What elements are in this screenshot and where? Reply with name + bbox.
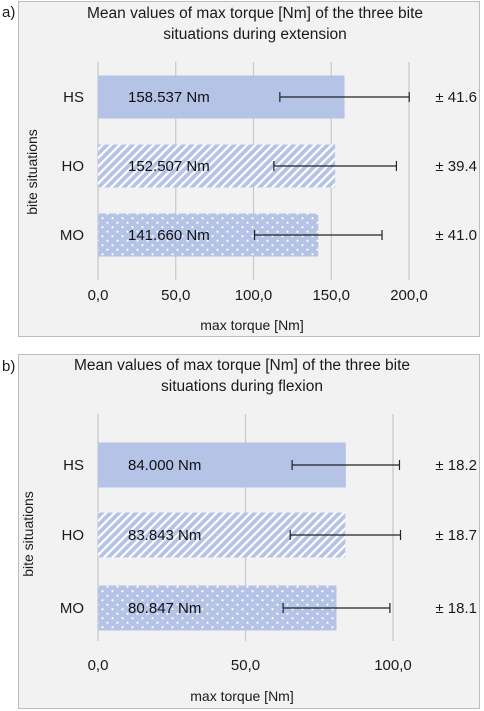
x-tick-label: 50,0 (161, 287, 190, 304)
chart-extension-svg: Mean values of max torque [Nm] of the th… (24, 5, 477, 333)
chart-flexion-svg: Mean values of max torque [Nm] of the th… (20, 357, 477, 704)
panel-letter: a) (2, 4, 16, 21)
category-label-hs: HS (63, 457, 84, 474)
chart-panel-extension: a) Mean values of max torque [Nm] of the… (0, 0, 484, 340)
value-label-mo: 80.847 Nm (128, 600, 201, 617)
error-label-hs: ± 41.6 (435, 89, 477, 106)
error-label-mo: ± 18.1 (435, 600, 477, 617)
error-label-ho: ± 18.7 (435, 527, 477, 544)
value-label-hs: 158.537 Nm (128, 89, 210, 106)
value-label-hs: 84.000 Nm (128, 457, 201, 474)
error-label-ho: ± 39.4 (435, 158, 477, 175)
chart-title-line: Mean values of max torque [Nm] of the th… (87, 5, 423, 22)
x-tick-label: 200,0 (390, 287, 428, 304)
chart-title-line: situations during extension (163, 26, 347, 43)
x-tick-label: 0,0 (88, 287, 109, 304)
y-axis-title: bite situations (20, 491, 36, 577)
value-label-ho: 83.843 Nm (128, 527, 201, 544)
value-label-ho: 152.507 Nm (128, 158, 210, 175)
x-axis-title: max torque [Nm] (190, 688, 293, 704)
category-label-ho: HO (62, 158, 85, 175)
x-tick-label: 100,0 (235, 287, 273, 304)
panel-letter: b) (2, 358, 16, 375)
x-axis-title: max torque [Nm] (200, 317, 303, 333)
category-label-hs: HS (63, 89, 84, 106)
error-label-hs: ± 18.2 (435, 457, 477, 474)
x-tick-label: 150,0 (312, 287, 350, 304)
x-tick-label: 50,0 (231, 657, 260, 674)
error-label-mo: ± 41.0 (435, 227, 477, 244)
value-label-mo: 141.660 Nm (128, 227, 210, 244)
chart-title-line: Mean values of max torque [Nm] of the th… (74, 357, 410, 374)
category-label-ho: HO (62, 527, 85, 544)
x-tick-label: 100,0 (374, 657, 412, 674)
y-axis-title: bite situations (24, 129, 40, 215)
chart-title-line: situations during flexion (161, 378, 323, 395)
category-label-mo: MO (60, 227, 84, 244)
chart-panel-flexion: b) Mean values of max torque [Nm] of the… (0, 346, 484, 711)
x-tick-label: 0,0 (88, 657, 109, 674)
category-label-mo: MO (60, 600, 84, 617)
